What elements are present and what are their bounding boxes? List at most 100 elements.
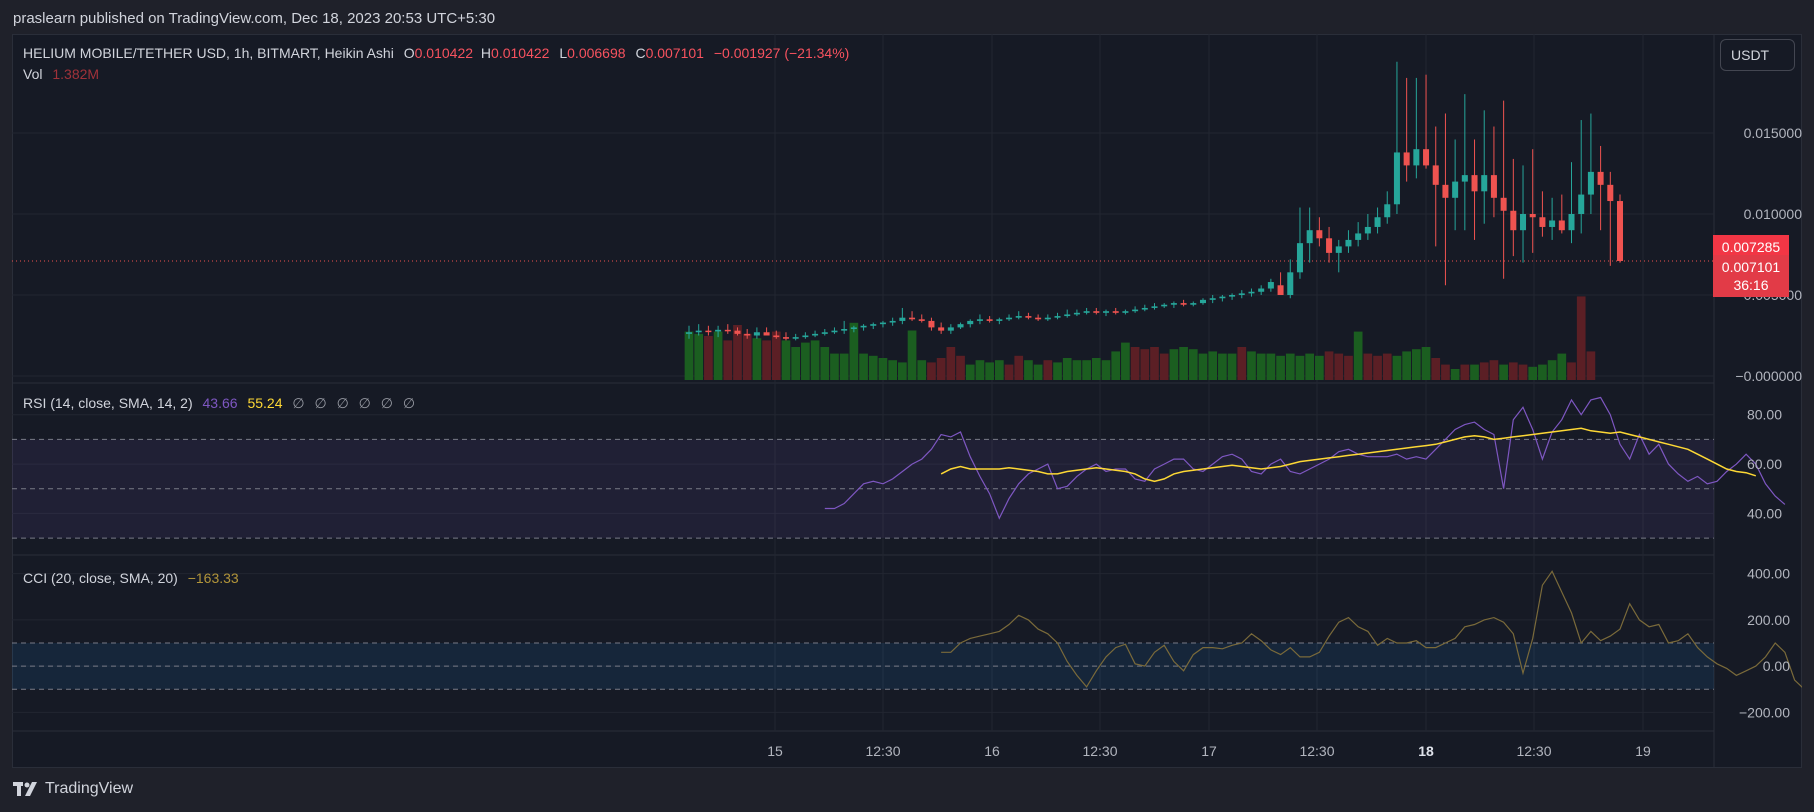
volume-bar — [771, 331, 781, 380]
candle-body — [1520, 214, 1527, 231]
ohlc-close: C0.007101 — [635, 45, 704, 61]
volume-bar — [1324, 351, 1334, 380]
publisher-header: praslearn published on TradingView.com, … — [13, 10, 496, 27]
cci-line — [941, 570, 1802, 688]
volume-bar — [1334, 353, 1344, 380]
volume-bar — [888, 360, 898, 380]
candle-body — [1510, 210, 1517, 231]
candle-body — [976, 319, 983, 321]
candle-body — [1413, 149, 1420, 166]
countdown-tag: 36:16 — [1713, 273, 1789, 297]
volume-bar — [1567, 362, 1576, 380]
volume-bar — [1315, 355, 1324, 380]
volume-bar — [1121, 342, 1130, 380]
volume-bar — [1518, 364, 1528, 380]
volume-bar — [820, 347, 830, 380]
volume-bar — [1508, 362, 1518, 380]
rsi-tick-label: 80.00 — [1747, 407, 1782, 423]
rsi-lines — [824, 396, 1786, 520]
candle-body — [1452, 181, 1459, 198]
currency-button[interactable]: USDT — [1720, 39, 1795, 71]
volume-bar — [1450, 369, 1460, 380]
candle-body — [802, 335, 809, 338]
volume-bar — [898, 362, 907, 380]
x-tick-label: 19 — [1635, 743, 1651, 759]
candle-body — [967, 320, 974, 325]
volume-bar — [1276, 355, 1285, 380]
x-tick-label: 12:30 — [865, 743, 900, 759]
candle-body — [1238, 293, 1245, 295]
change-value: −0.001927 (−21.34%) — [713, 45, 850, 61]
volume-bar — [1411, 349, 1421, 380]
volume-bar — [917, 360, 927, 380]
volume-bar — [1043, 360, 1053, 380]
candle-body — [1316, 230, 1323, 239]
vol-label[interactable]: Vol — [23, 66, 43, 82]
candle-body — [1500, 197, 1507, 211]
volume-bar — [1460, 364, 1470, 380]
ohlc-open: O0.010422 — [403, 45, 474, 61]
candle-body — [1122, 311, 1129, 313]
cci-line — [941, 570, 1802, 688]
rsi-line — [824, 396, 1786, 520]
volume-bar — [1111, 351, 1121, 380]
cci-label[interactable]: CCI (20, close, SMA, 20) — [23, 570, 178, 586]
volume-bar — [1062, 358, 1072, 380]
candle-body — [1006, 317, 1013, 320]
volume-bar — [1344, 355, 1353, 380]
volume-bar — [1150, 347, 1159, 380]
candle-body — [715, 329, 722, 332]
volume-bar — [1247, 351, 1256, 380]
volume-bar — [762, 340, 771, 380]
candle-body — [947, 327, 954, 331]
volume-bar — [1441, 364, 1450, 380]
candle-body — [1345, 239, 1352, 247]
volume-bar — [994, 360, 1004, 380]
tradingview-brand[interactable]: TradingView — [13, 780, 133, 798]
volume-bar — [704, 336, 713, 380]
price-tick-label: 0.015000 — [1744, 125, 1802, 141]
volume-bar — [1479, 362, 1489, 380]
candle-body — [928, 320, 935, 328]
volume-bar — [1179, 347, 1188, 380]
rsi-label[interactable]: RSI (14, close, SMA, 14, 2) — [23, 395, 193, 411]
candle-body — [918, 319, 925, 321]
candle-body — [986, 319, 993, 321]
candle-body — [1326, 238, 1333, 253]
x-tick-label: 15 — [767, 743, 783, 759]
grid-layer — [12, 34, 1715, 768]
candle-body — [1199, 299, 1206, 304]
volume-bar — [859, 353, 868, 380]
candle-body — [1558, 220, 1565, 231]
cci-legend: CCI (20, close, SMA, 20) −163.33 — [23, 570, 245, 586]
volume-bar — [1431, 358, 1441, 380]
brand-label: TradingView — [45, 780, 134, 797]
candle-body — [753, 332, 760, 336]
volume-bar — [1528, 366, 1538, 380]
candle-body — [705, 330, 712, 333]
candle-body — [1267, 282, 1274, 289]
chart-canvas[interactable]: 15 12:30 16 12:30 17 12:30 18 12:30 19 0.015000 0.… — [12, 34, 1802, 768]
ohlc-low: L0.006698 — [559, 45, 626, 61]
volume-bar — [1353, 331, 1363, 380]
x-tick-label: 16 — [984, 743, 1000, 759]
volume-bar — [1140, 349, 1150, 380]
candle-body — [724, 329, 731, 332]
candle-body — [879, 322, 886, 325]
empty-value: ∅ — [292, 395, 305, 411]
volume-bar — [1470, 364, 1479, 380]
candle-body — [1258, 288, 1265, 292]
candle-body — [1442, 184, 1449, 198]
volume-bar — [713, 331, 723, 380]
candle-body — [1587, 171, 1594, 195]
volume-bar — [1014, 355, 1024, 380]
empty-value: ∅ — [336, 395, 349, 411]
tradingview-logo-icon — [13, 782, 37, 796]
candle-body — [1355, 233, 1362, 240]
candle-body — [1073, 312, 1080, 315]
volume-bar — [1130, 347, 1140, 380]
candle-body — [1403, 152, 1410, 166]
symbol-title[interactable]: HELIUM MOBILE/TETHER USD, 1h, BITMART, H… — [23, 45, 394, 61]
volume-bar — [1392, 355, 1402, 380]
candle-body — [1151, 306, 1158, 308]
